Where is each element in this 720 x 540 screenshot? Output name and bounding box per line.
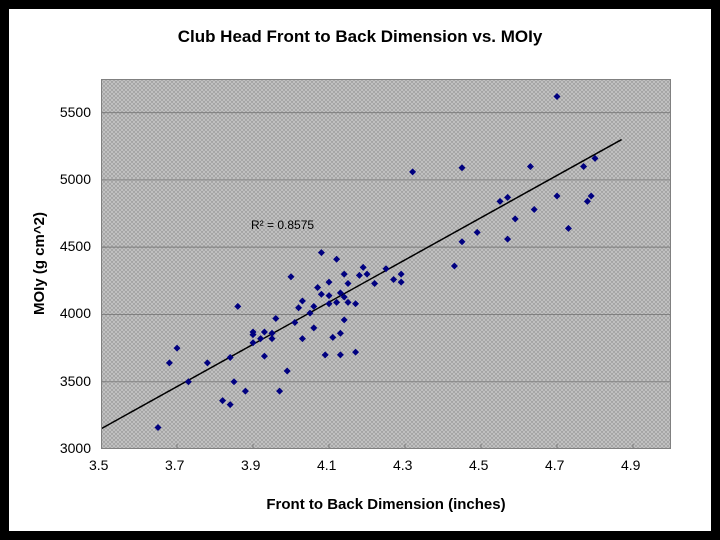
x-tick-label: 3.9: [241, 457, 260, 473]
r-squared-label: R² = 0.8575: [251, 218, 314, 232]
x-tick-label: 4.7: [545, 457, 564, 473]
y-tick-label: 4000: [60, 305, 91, 321]
y-tick-label: 5500: [60, 104, 91, 120]
plot-area: R² = 0.8575: [101, 79, 671, 449]
y-tick-label: 4500: [60, 238, 91, 254]
y-tick-label: 3500: [60, 373, 91, 389]
x-tick-label: 3.7: [165, 457, 184, 473]
y-axis-label: MOIy (g cm^2): [31, 79, 48, 449]
x-tick-label: 4.1: [317, 457, 336, 473]
chart-title: Club Head Front to Back Dimension vs. MO…: [9, 27, 711, 47]
x-tick-label: 3.5: [89, 457, 108, 473]
x-axis-label: Front to Back Dimension (inches): [101, 496, 671, 513]
y-tick-label: 3000: [60, 440, 91, 456]
y-tick-label: 5000: [60, 171, 91, 187]
x-tick-label: 4.5: [469, 457, 488, 473]
x-tick-label: 4.9: [621, 457, 640, 473]
x-tick-label: 4.3: [393, 457, 412, 473]
scatter-plot-svg: [101, 79, 671, 449]
chart-frame: Club Head Front to Back Dimension vs. MO…: [8, 8, 712, 532]
